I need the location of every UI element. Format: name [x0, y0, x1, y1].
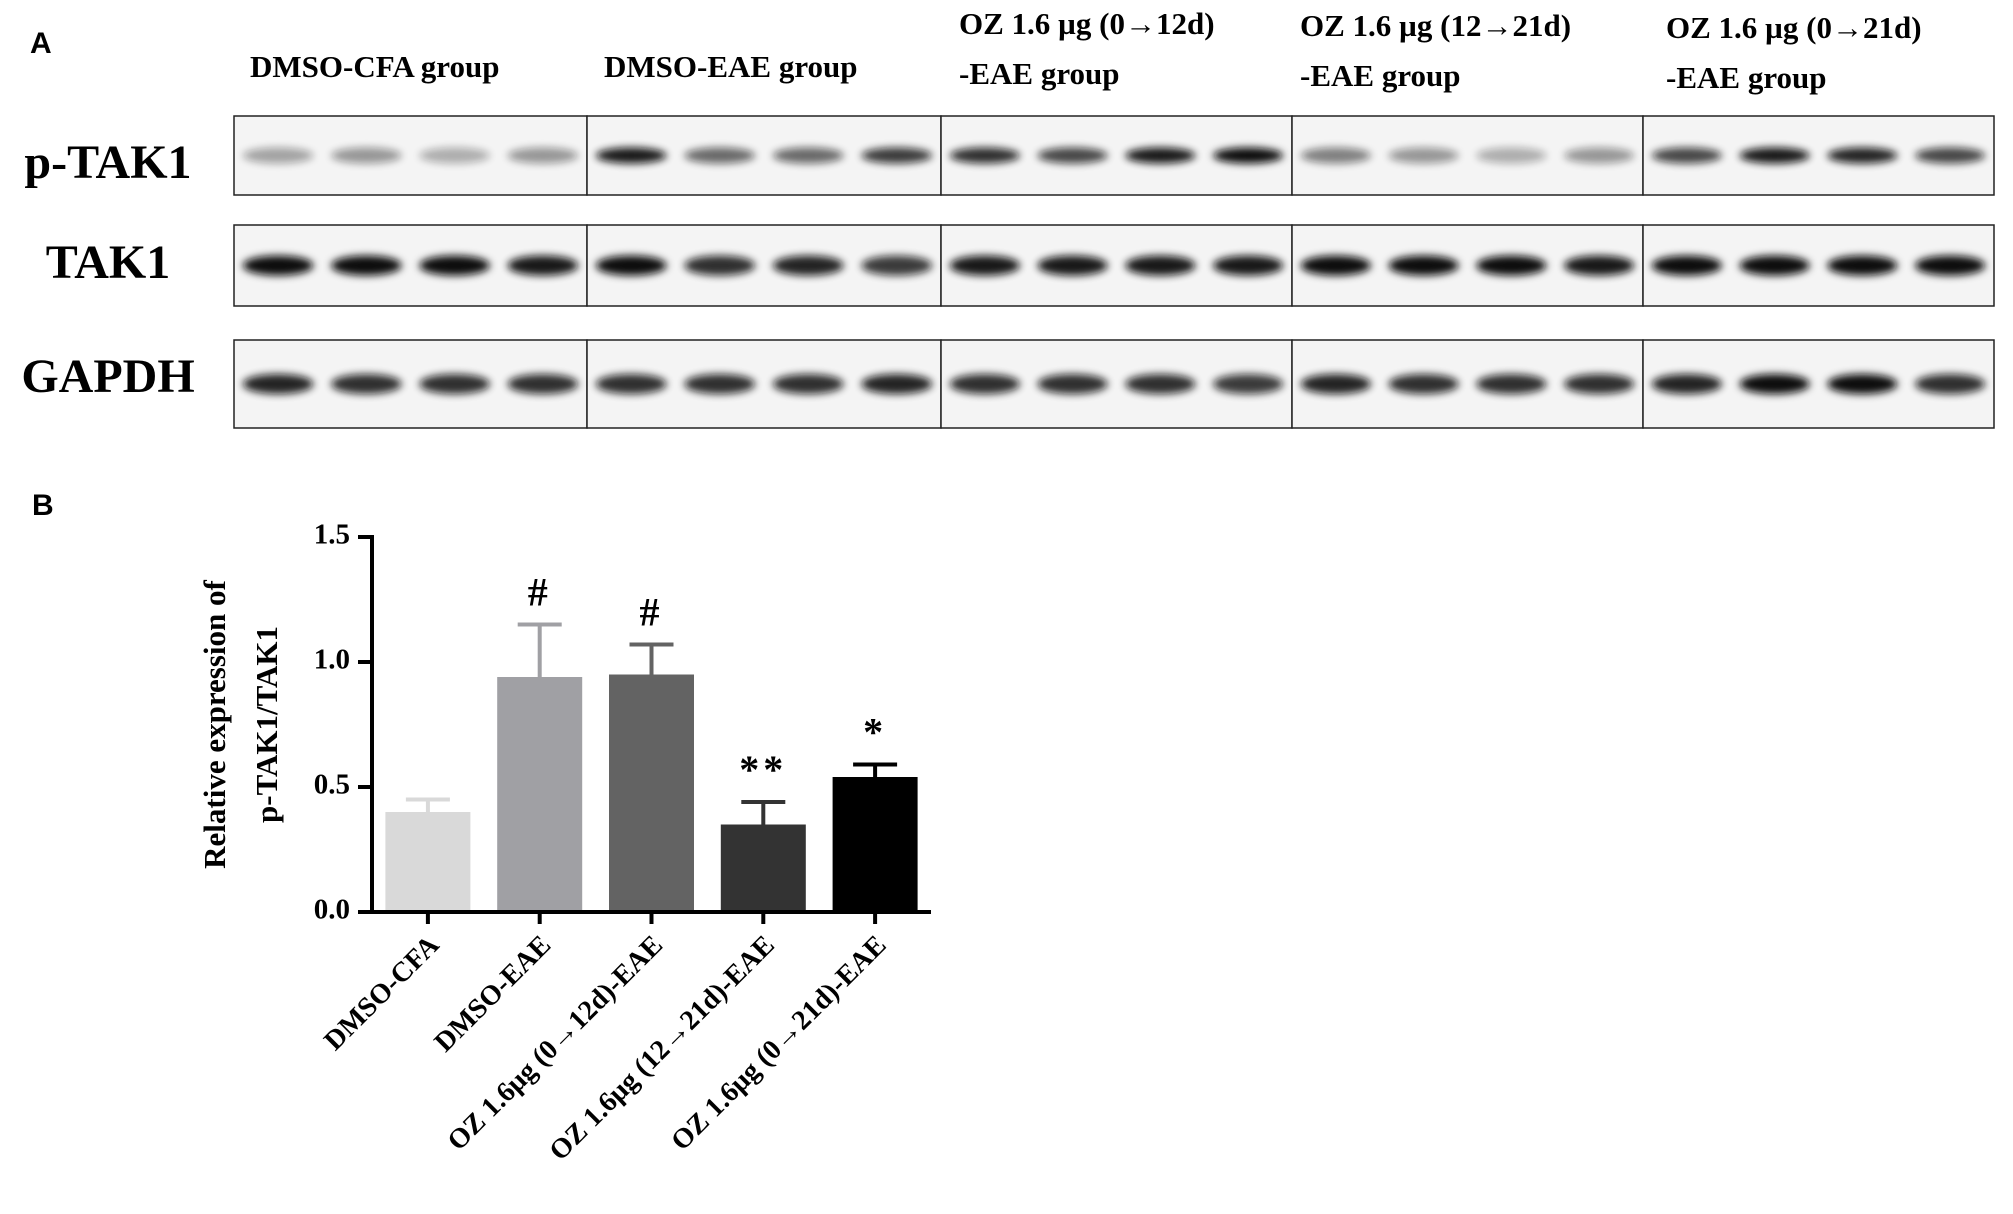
blot-band — [861, 374, 933, 394]
bar — [720, 824, 806, 912]
blot-band — [949, 374, 1020, 394]
blot-band — [1739, 255, 1810, 276]
blot-band — [419, 147, 490, 164]
bar — [497, 677, 583, 912]
y-tick-label: 0.0 — [314, 894, 350, 926]
blot-band — [1388, 255, 1459, 276]
column-header: OZ 1.6 µg (12→21d) — [1300, 8, 1571, 43]
blot-band — [1651, 255, 1722, 276]
blot-band — [1739, 147, 1810, 164]
blot-band — [242, 147, 314, 164]
blot-band — [331, 374, 402, 394]
column-header: OZ 1.6 µg (0→21d) — [1666, 10, 1922, 45]
panel-label: A — [30, 27, 52, 60]
blot-band — [1476, 374, 1547, 394]
column-header: -EAE group — [959, 56, 1120, 91]
significance-mark: # — [640, 590, 664, 635]
blot-band — [1651, 374, 1722, 394]
blot-band — [507, 374, 579, 394]
blot-band — [1300, 255, 1371, 276]
bar — [609, 674, 694, 912]
blot-band — [1037, 374, 1108, 394]
x-tick-label: OZ 1.6μg (0→21d)-EAE — [665, 930, 892, 1157]
bar — [832, 777, 918, 912]
blot-band — [331, 255, 402, 276]
blot-band — [419, 374, 490, 394]
column-header: -EAE group — [1300, 58, 1461, 93]
y-tick-label: 0.5 — [314, 769, 350, 801]
blot-band — [1125, 255, 1196, 276]
blot-band — [772, 255, 844, 276]
blot-band — [242, 374, 314, 394]
row-label: p-TAK1 — [24, 136, 191, 189]
blot-band — [1564, 147, 1635, 164]
bar — [385, 812, 471, 912]
blot-band — [1125, 147, 1196, 164]
blot-band — [684, 147, 756, 164]
blot-band — [1213, 374, 1284, 394]
blot-band — [1476, 147, 1547, 164]
blot-band — [684, 255, 756, 276]
blot-band — [772, 374, 844, 394]
blot-band — [772, 147, 844, 164]
blot-band — [1827, 147, 1898, 164]
blot-band — [595, 374, 667, 394]
blot-band — [331, 147, 402, 164]
x-tick-label: OZ 1.6μg (12→21d)-EAE — [544, 930, 781, 1167]
blot-band — [1388, 147, 1459, 164]
y-axis-label: p-TAK1/TAK1 — [249, 626, 284, 823]
blot-band — [1300, 374, 1371, 394]
row-label: GAPDH — [21, 350, 194, 403]
blot-band — [1037, 147, 1108, 164]
blot-band — [861, 147, 933, 164]
column-header: OZ 1.6 µg (0→12d) — [959, 6, 1215, 41]
x-tick-label: OZ 1.6μg (0→12d)-EAE — [442, 930, 669, 1157]
significance-mark: * — [863, 710, 887, 755]
blot-band — [1564, 374, 1635, 394]
y-tick-label: 1.0 — [314, 644, 350, 676]
significance-mark: ** — [739, 747, 787, 792]
blot-band — [684, 374, 756, 394]
blot-band — [1125, 374, 1196, 394]
column-header: -EAE group — [1666, 60, 1827, 95]
column-header: DMSO-EAE group — [604, 49, 858, 84]
blot-band — [1213, 147, 1284, 164]
blot-band — [1388, 374, 1459, 394]
blot-band — [595, 147, 667, 164]
blot-band — [1739, 374, 1810, 394]
blot-band — [1037, 255, 1108, 276]
column-header: DMSO-CFA group — [250, 49, 499, 84]
blot-band — [507, 255, 579, 276]
blot-band — [1827, 374, 1898, 394]
row-label: TAK1 — [46, 236, 170, 289]
blot-band — [1300, 147, 1371, 164]
blot-band — [949, 147, 1020, 164]
blot-band — [419, 255, 490, 276]
blot-band — [242, 255, 314, 276]
x-tick-label: DMSO-CFA — [318, 929, 446, 1057]
y-axis-label: Relative expression of — [197, 579, 232, 868]
blot-band — [949, 255, 1020, 276]
blot-band — [1915, 255, 1986, 276]
blot-band — [1915, 374, 1986, 394]
blot-band — [595, 255, 667, 276]
blot-band — [1915, 147, 1986, 164]
blot-band — [861, 255, 933, 276]
blot-band — [1827, 255, 1898, 276]
blot-band — [507, 147, 579, 164]
blot-band — [1213, 255, 1284, 276]
blot-band — [1476, 255, 1547, 276]
blot-band — [1651, 147, 1722, 164]
panel-label: B — [32, 489, 54, 522]
blot-band — [1564, 255, 1635, 276]
y-tick-label: 1.5 — [314, 519, 350, 551]
significance-mark: # — [528, 570, 552, 615]
